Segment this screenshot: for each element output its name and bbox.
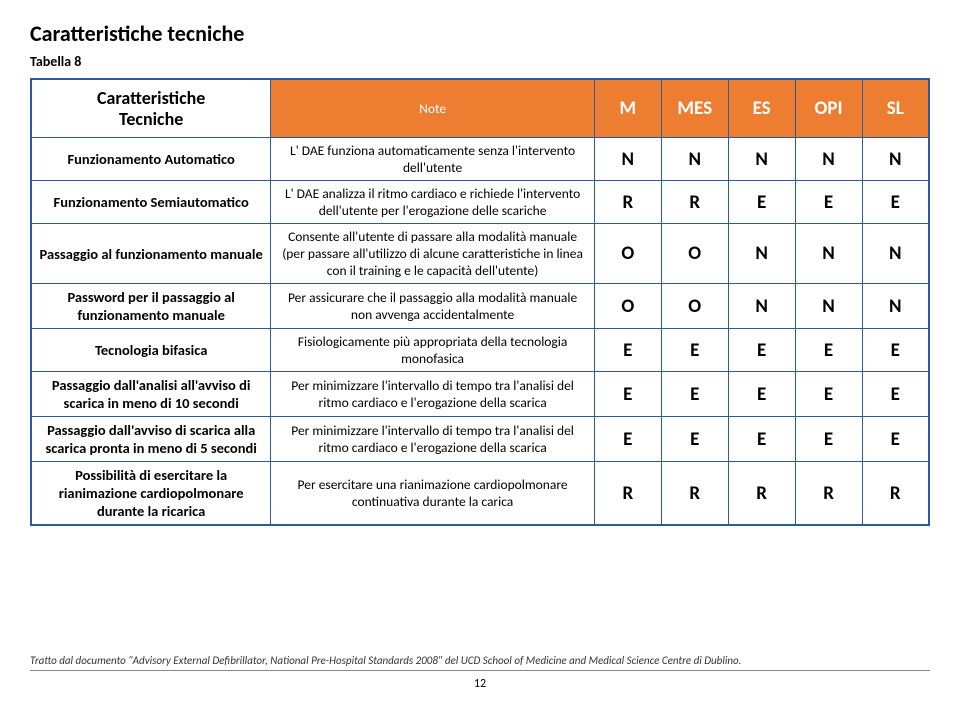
cell-value: N: [795, 138, 862, 181]
header-note: Note: [271, 79, 595, 138]
specs-table: Caratteristiche Tecniche Note M MES ES O…: [30, 78, 930, 526]
cell-value: R: [862, 462, 929, 526]
cell-value: R: [594, 181, 661, 224]
cell-note: L' DAE funziona automaticamente senza l'…: [271, 138, 595, 181]
cell-value: N: [661, 138, 728, 181]
table-row: Tecnologia bifasicaFisiologicamente più …: [31, 329, 929, 372]
cell-value: E: [661, 329, 728, 372]
cell-value: N: [728, 284, 795, 329]
cell-value: R: [795, 462, 862, 526]
cell-value: R: [728, 462, 795, 526]
cell-value: E: [795, 417, 862, 462]
cell-value: O: [594, 284, 661, 329]
page-title: Caratteristiche tecniche: [30, 20, 930, 47]
cell-value: E: [661, 417, 728, 462]
header-col-sl: SL: [862, 79, 929, 138]
page-number: 12: [30, 677, 930, 691]
cell-feature: Password per il passaggio al funzionamen…: [31, 284, 271, 329]
cell-value: E: [862, 181, 929, 224]
cell-value: N: [728, 224, 795, 284]
header-feature: Caratteristiche Tecniche: [31, 79, 271, 138]
cell-value: R: [594, 462, 661, 526]
cell-value: E: [862, 372, 929, 417]
table-row: Passaggio dall'analisi all'avviso di sca…: [31, 372, 929, 417]
cell-value: E: [661, 372, 728, 417]
cell-feature: Funzionamento Automatico: [31, 138, 271, 181]
cell-value: R: [661, 181, 728, 224]
cell-value: N: [862, 138, 929, 181]
table-row: Funzionamento SemiautomaticoL' DAE anali…: [31, 181, 929, 224]
cell-value: E: [795, 181, 862, 224]
cell-value: E: [594, 329, 661, 372]
cell-value: E: [594, 372, 661, 417]
cell-value: O: [661, 284, 728, 329]
header-col-mes: MES: [661, 79, 728, 138]
cell-value: N: [795, 224, 862, 284]
header-feature-line2: Tecniche: [119, 108, 183, 130]
cell-value: E: [862, 329, 929, 372]
cell-note: L' DAE analizza il ritmo cardiaco e rich…: [271, 181, 595, 224]
header-col-es: ES: [728, 79, 795, 138]
table-row: Possibilità di esercitare la rianimazion…: [31, 462, 929, 526]
cell-feature: Tecnologia bifasica: [31, 329, 271, 372]
cell-feature: Passaggio al funzionamento manuale: [31, 224, 271, 284]
cell-value: N: [862, 284, 929, 329]
cell-feature: Funzionamento Semiautomatico: [31, 181, 271, 224]
cell-value: E: [594, 417, 661, 462]
cell-note: Per minimizzare l'intervallo di tempo tr…: [271, 417, 595, 462]
header-feature-line1: Caratteristiche: [97, 87, 205, 109]
cell-value: E: [728, 329, 795, 372]
table-row: Funzionamento AutomaticoL' DAE funziona …: [31, 138, 929, 181]
cell-value: O: [594, 224, 661, 284]
cell-value: E: [795, 372, 862, 417]
cell-feature: Passaggio dall'analisi all'avviso di sca…: [31, 372, 271, 417]
cell-note: Per assicurare che il passaggio alla mod…: [271, 284, 595, 329]
table-label: Tabella 8: [30, 53, 930, 70]
cell-note: Consente all'utente di passare alla moda…: [271, 224, 595, 284]
cell-value: E: [728, 372, 795, 417]
footer-credit: Tratto dal documento "Advisory External …: [30, 654, 930, 671]
cell-feature: Possibilità di esercitare la rianimazion…: [31, 462, 271, 526]
table-header-row: Caratteristiche Tecniche Note M MES ES O…: [31, 79, 929, 138]
cell-note: Fisiologicamente più appropriata della t…: [271, 329, 595, 372]
cell-value: N: [862, 224, 929, 284]
cell-value: E: [728, 417, 795, 462]
table-row: Passaggio al funzionamento manualeConsen…: [31, 224, 929, 284]
cell-value: R: [661, 462, 728, 526]
cell-value: E: [795, 329, 862, 372]
table-row: Password per il passaggio al funzionamen…: [31, 284, 929, 329]
cell-value: E: [728, 181, 795, 224]
header-col-opi: OPI: [795, 79, 862, 138]
page-footer: Tratto dal documento "Advisory External …: [30, 654, 930, 691]
cell-note: Per esercitare una rianimazione cardiopo…: [271, 462, 595, 526]
cell-value: N: [594, 138, 661, 181]
table-body: Funzionamento AutomaticoL' DAE funziona …: [31, 138, 929, 526]
cell-value: N: [728, 138, 795, 181]
cell-value: N: [795, 284, 862, 329]
header-col-m: M: [594, 79, 661, 138]
cell-value: E: [862, 417, 929, 462]
table-row: Passaggio dall'avviso di scarica alla sc…: [31, 417, 929, 462]
cell-value: O: [661, 224, 728, 284]
cell-note: Per minimizzare l'intervallo di tempo tr…: [271, 372, 595, 417]
cell-feature: Passaggio dall'avviso di scarica alla sc…: [31, 417, 271, 462]
